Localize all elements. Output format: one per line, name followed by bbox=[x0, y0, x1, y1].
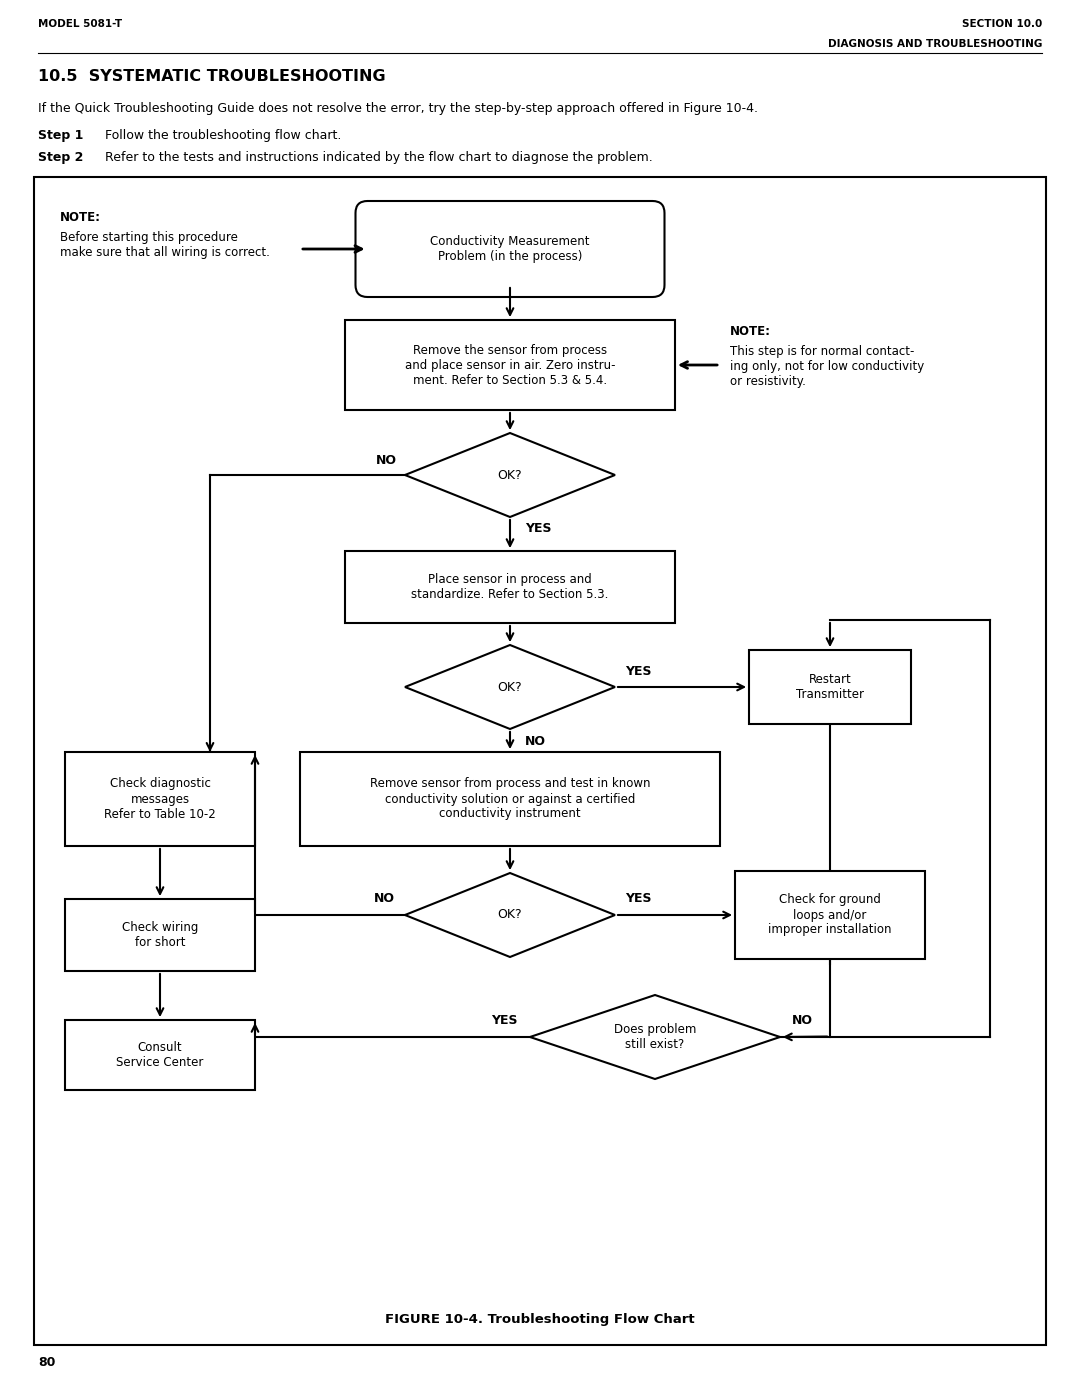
Text: MODEL 5081-T: MODEL 5081-T bbox=[38, 20, 122, 29]
Text: Consult
Service Center: Consult Service Center bbox=[117, 1041, 204, 1069]
Polygon shape bbox=[405, 873, 615, 957]
FancyBboxPatch shape bbox=[345, 320, 675, 409]
Text: Remove the sensor from process
and place sensor in air. Zero instru-
ment. Refer: Remove the sensor from process and place… bbox=[405, 344, 616, 387]
Text: NO: NO bbox=[792, 1014, 813, 1028]
Text: YES: YES bbox=[625, 665, 651, 678]
Text: YES: YES bbox=[625, 893, 651, 905]
Text: NO: NO bbox=[376, 454, 397, 468]
FancyBboxPatch shape bbox=[750, 650, 912, 724]
FancyBboxPatch shape bbox=[65, 752, 255, 847]
Text: 80: 80 bbox=[38, 1356, 55, 1369]
Text: This step is for normal contact-
ing only, not for low conductivity
or resistivi: This step is for normal contact- ing onl… bbox=[730, 345, 924, 388]
Text: SECTION 10.0: SECTION 10.0 bbox=[962, 20, 1042, 29]
Text: OK?: OK? bbox=[498, 908, 523, 922]
FancyBboxPatch shape bbox=[345, 550, 675, 623]
Text: Check for ground
loops and/or
improper installation: Check for ground loops and/or improper i… bbox=[768, 894, 892, 936]
Polygon shape bbox=[405, 433, 615, 517]
Text: Step 2: Step 2 bbox=[38, 151, 83, 163]
Text: Step 1: Step 1 bbox=[38, 129, 83, 142]
FancyBboxPatch shape bbox=[300, 752, 720, 847]
Text: Check diagnostic
messages
Refer to Table 10-2: Check diagnostic messages Refer to Table… bbox=[104, 778, 216, 820]
FancyBboxPatch shape bbox=[33, 177, 1047, 1345]
FancyBboxPatch shape bbox=[65, 1020, 255, 1090]
Text: FIGURE 10-4. Troubleshooting Flow Chart: FIGURE 10-4. Troubleshooting Flow Chart bbox=[386, 1313, 694, 1326]
Text: Refer to the tests and instructions indicated by the flow chart to diagnose the : Refer to the tests and instructions indi… bbox=[105, 151, 652, 163]
Text: Place sensor in process and
standardize. Refer to Section 5.3.: Place sensor in process and standardize.… bbox=[411, 573, 609, 601]
Text: If the Quick Troubleshooting Guide does not resolve the error, try the step-by-s: If the Quick Troubleshooting Guide does … bbox=[38, 102, 758, 115]
Text: OK?: OK? bbox=[498, 468, 523, 482]
Text: Restart
Transmitter: Restart Transmitter bbox=[796, 673, 864, 701]
Text: 10.5  SYSTEMATIC TROUBLESHOOTING: 10.5 SYSTEMATIC TROUBLESHOOTING bbox=[38, 68, 386, 84]
Text: NOTE:: NOTE: bbox=[60, 211, 102, 224]
Text: Follow the troubleshooting flow chart.: Follow the troubleshooting flow chart. bbox=[105, 129, 341, 142]
Text: Does problem
still exist?: Does problem still exist? bbox=[613, 1023, 697, 1051]
Text: Remove sensor from process and test in known
conductivity solution or against a : Remove sensor from process and test in k… bbox=[369, 778, 650, 820]
Text: OK?: OK? bbox=[498, 680, 523, 693]
Text: Before starting this procedure
make sure that all wiring is correct.: Before starting this procedure make sure… bbox=[60, 231, 270, 258]
Text: Conductivity Measurement
Problem (in the process): Conductivity Measurement Problem (in the… bbox=[430, 235, 590, 263]
Polygon shape bbox=[405, 645, 615, 729]
FancyBboxPatch shape bbox=[355, 201, 664, 298]
Text: YES: YES bbox=[525, 522, 552, 535]
FancyBboxPatch shape bbox=[735, 870, 924, 958]
Text: DIAGNOSIS AND TROUBLESHOOTING: DIAGNOSIS AND TROUBLESHOOTING bbox=[827, 39, 1042, 49]
Text: NO: NO bbox=[525, 735, 546, 747]
Text: YES: YES bbox=[491, 1014, 518, 1028]
FancyBboxPatch shape bbox=[65, 900, 255, 971]
Text: NO: NO bbox=[374, 893, 395, 905]
Text: Check wiring
for short: Check wiring for short bbox=[122, 921, 199, 949]
Polygon shape bbox=[530, 995, 780, 1078]
Text: NOTE:: NOTE: bbox=[730, 326, 771, 338]
